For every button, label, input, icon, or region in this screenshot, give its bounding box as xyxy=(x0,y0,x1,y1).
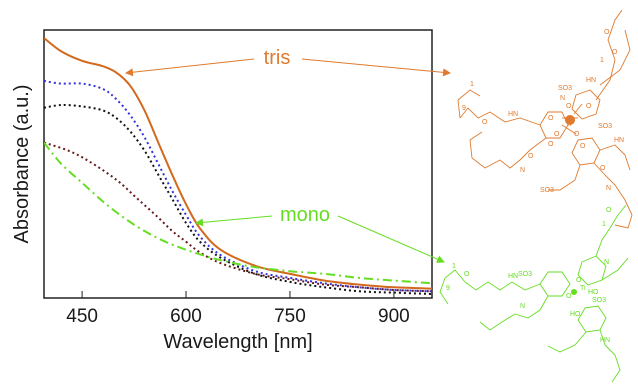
structure-atom-label: SO3 xyxy=(540,187,554,194)
structure-atom-label: N xyxy=(520,303,525,310)
annotation-tris: tris xyxy=(264,47,291,69)
structure-atom-label: SO3 xyxy=(598,123,612,130)
structure-atom-label: O xyxy=(548,141,554,148)
structure-atom-label: 1 xyxy=(600,57,604,64)
structure-atom-label: HN xyxy=(586,77,596,84)
structure-atom-label: O xyxy=(586,103,592,110)
structure-atom-label: 9 xyxy=(446,285,450,292)
structure-atom-label: N xyxy=(604,259,609,266)
x-axis-ticks: 450 600 750 900 xyxy=(66,291,410,327)
structure-atom-label: O xyxy=(604,29,610,36)
structure-atom-label: Ti xyxy=(566,121,572,128)
structure-atom-label: O xyxy=(554,131,560,138)
structure-atom-label: O xyxy=(606,207,612,214)
mono-arrow-right xyxy=(337,215,445,263)
structure-atom-label: HO xyxy=(588,289,599,296)
structure-atom-label: N xyxy=(560,95,565,102)
mono-arrow-left xyxy=(195,215,273,227)
structure-atom-label: O xyxy=(548,115,554,122)
tris-arrow-left xyxy=(125,58,255,77)
plot-frame xyxy=(43,29,433,299)
structure-atom-label: HN xyxy=(508,273,518,280)
structure-atom-label: O xyxy=(576,277,582,284)
x-tick-label: 600 xyxy=(170,306,202,327)
structure-atom-label: 9 xyxy=(462,105,466,112)
series-line-5 xyxy=(44,141,432,285)
structure-atom-label: O xyxy=(566,103,572,110)
structure-atom-label: HN xyxy=(508,111,518,118)
series-line-3 xyxy=(44,103,432,295)
structure-atom-label: O xyxy=(482,119,488,126)
structure-atom-label: 1 xyxy=(452,263,456,270)
x-tick-label: 900 xyxy=(378,306,410,327)
annotation-mono: mono xyxy=(280,204,330,226)
structure-atom-label: O xyxy=(574,131,580,138)
y-axis-label: Absorbance (a.u.) xyxy=(11,85,33,244)
series-line-4 xyxy=(44,141,432,293)
structure-atom-label: 1 xyxy=(602,221,606,228)
series-line-1 xyxy=(44,37,432,290)
structure-atom-label: HN xyxy=(614,137,624,144)
tris-arrow-right xyxy=(301,58,451,77)
structure-atom-label: N xyxy=(520,167,525,174)
structure-atom-label: N xyxy=(606,185,611,192)
structure-atom-label: SO3 xyxy=(592,297,606,304)
structure-atom-label: Ti xyxy=(580,285,586,292)
structure-atom-label: O xyxy=(612,49,618,56)
structure-atom-label: SO3 xyxy=(518,271,532,278)
structure-atom-label: SO3 xyxy=(558,85,572,92)
structure-atom-label: O xyxy=(600,165,606,172)
structure-atom-label: HO xyxy=(570,311,581,318)
structure-atom-label: 1 xyxy=(470,81,474,88)
x-tick-label: 450 xyxy=(66,306,98,327)
series-layer xyxy=(44,37,432,295)
structure-atom-label: O xyxy=(464,271,470,278)
structure-atom-label: O xyxy=(566,293,572,300)
structure-atom-label: O xyxy=(580,143,586,150)
x-axis-label: Wavelength [nm] xyxy=(163,331,312,353)
mono-structure xyxy=(439,204,629,383)
structure-atom-label: O xyxy=(528,153,534,160)
x-tick-label: 750 xyxy=(274,306,306,327)
tris-structure xyxy=(457,9,633,229)
structure-atom-label: HN xyxy=(600,337,610,344)
